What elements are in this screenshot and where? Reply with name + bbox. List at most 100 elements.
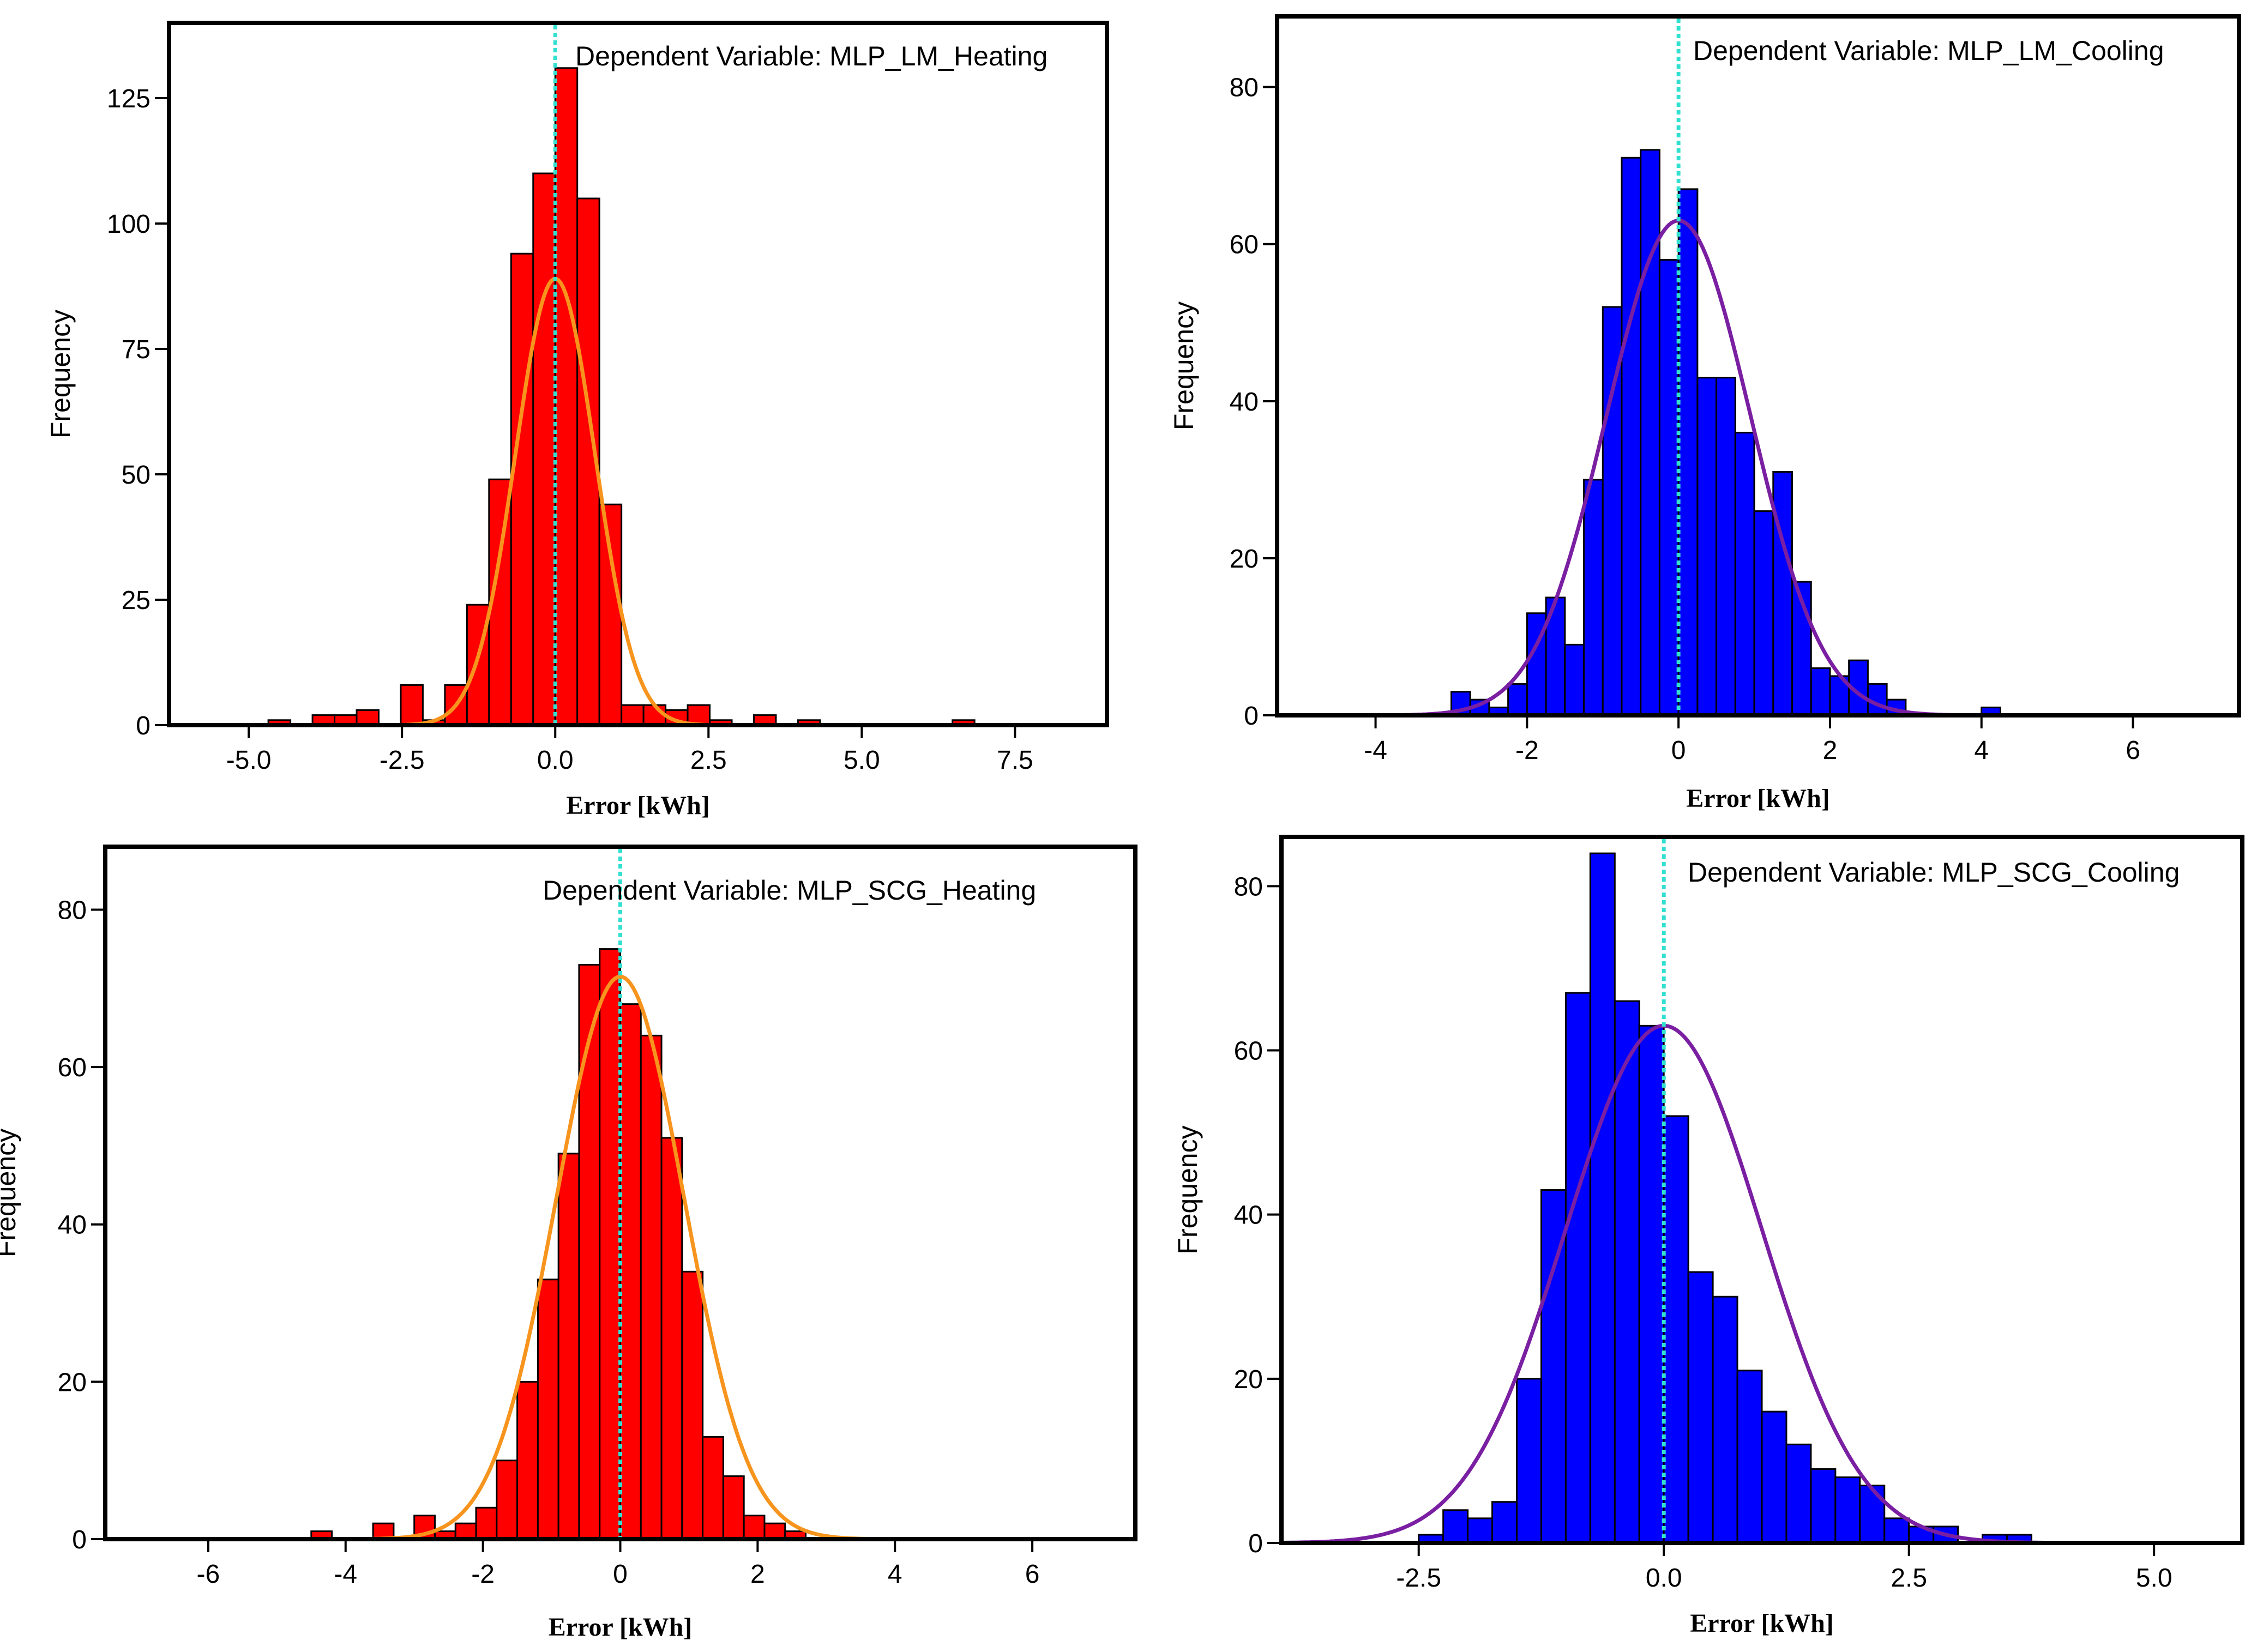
x-axis-label: Error [kWh]	[566, 791, 710, 820]
histogram-bar	[681, 1270, 704, 1540]
y-axis: 0 20 40 60 80	[1234, 872, 1281, 1558]
histogram-bar	[599, 948, 621, 1540]
y-axis-label: Frequency	[45, 310, 76, 438]
histogram-bar	[619, 1003, 642, 1540]
x-tick-label: -2	[471, 1560, 495, 1589]
histogram-bar	[1772, 471, 1793, 716]
histogram-bar	[1736, 1370, 1763, 1544]
y-tick-label: 80	[58, 896, 87, 925]
x-tick-label: 5.0	[844, 746, 880, 775]
x-tick-label: -2	[1515, 736, 1539, 765]
histogram-bar	[1677, 188, 1699, 716]
normal-curve	[169, 276, 1107, 727]
y-tick-label: 60	[58, 1053, 87, 1082]
x-axis: -5.0 -2.5 0.0 2.5 5.0 7.5	[226, 725, 1033, 775]
histogram-bar	[1734, 431, 1755, 716]
chart-panel-2: 0 20 40 60 80 -4 -2 0 2 4 6 Frequency Error [kWh] Dep…	[1169, 14, 2241, 813]
x-tick-label: 2.5	[690, 746, 727, 775]
x-tick-label: 0	[1671, 736, 1686, 765]
y-tick-label: 20	[1230, 545, 1259, 574]
histogram-bar	[1663, 1115, 1689, 1544]
x-tick-label: 0	[613, 1560, 628, 1589]
x-tick-label: -4	[334, 1560, 357, 1589]
dependent-variable-annotation: Dependent Variable: MLP_SCG_Heating	[543, 875, 1036, 906]
chart-panel-4: 0 20 40 60 80 -2.5 0.0 2.5 5.0 Frequency Error [kW…	[1172, 835, 2244, 1638]
x-axis: -4 -2 0 2 4 6	[1364, 715, 2140, 765]
histogram-bar	[598, 503, 623, 726]
x-tick-label: 4	[888, 1560, 902, 1589]
x-axis-label: Error [kWh]	[1690, 1609, 1834, 1638]
y-tick-label: 100	[107, 210, 151, 239]
y-tick-label: 40	[1230, 388, 1259, 417]
y-tick-label: 80	[1234, 872, 1263, 901]
histogram-bar	[687, 704, 711, 726]
y-axis-label: Frequency	[1169, 302, 1199, 430]
histogram-bar	[557, 1153, 580, 1540]
y-axis: 0 20 40 60 80	[1230, 74, 1277, 731]
histogram-bar	[1658, 259, 1680, 716]
histogram-bar	[516, 1380, 539, 1540]
y-tick-label: 60	[1234, 1037, 1263, 1066]
histogram-bar	[1564, 643, 1585, 716]
histogram-bar	[1761, 1410, 1787, 1544]
histogram-bar	[722, 1475, 745, 1540]
plot-frame	[1279, 835, 2244, 1545]
x-tick-label: 2.5	[1891, 1564, 1927, 1593]
x-tick-label: -2.5	[380, 746, 425, 775]
y-tick-label: 25	[122, 586, 151, 615]
histogram-bar	[1507, 683, 1528, 716]
histogram-bar	[1810, 667, 1831, 716]
histogram-bar	[1589, 852, 1616, 1544]
y-tick-label: 20	[1234, 1365, 1263, 1394]
histogram-bar	[578, 963, 601, 1540]
x-tick-label: 2	[1823, 736, 1838, 765]
plot-frame	[1275, 14, 2241, 718]
histogram-bar	[1640, 149, 1660, 716]
histogram-bar	[1638, 1024, 1665, 1544]
histogram-bar	[400, 684, 424, 726]
x-tick-label: 5.0	[2136, 1564, 2172, 1593]
histogram-bar	[743, 1515, 766, 1540]
y-tick-label: 0	[1248, 1529, 1263, 1558]
x-tick-label: 0.0	[537, 746, 574, 775]
histogram-bar	[1785, 1443, 1812, 1544]
histogram-bar	[537, 1279, 559, 1540]
histogram-bar	[510, 252, 534, 726]
x-axis-label: Error [kWh]	[1686, 784, 1830, 813]
y-tick-label: 60	[1230, 231, 1259, 260]
x-tick-label: 4	[1974, 736, 1989, 765]
x-tick-label: -4	[1364, 736, 1387, 765]
histogram-bar	[1687, 1271, 1714, 1544]
histogram-bar	[763, 1522, 786, 1540]
histogram-bar	[1442, 1509, 1469, 1544]
histogram-bar	[660, 1137, 683, 1540]
histogram-bar	[532, 172, 556, 726]
histogram-bar	[356, 709, 380, 726]
x-tick-label: -6	[197, 1560, 220, 1589]
histogram-bar	[475, 1506, 498, 1540]
x-axis: -2.5 0.0 2.5 5.0	[1396, 1543, 2172, 1593]
y-axis-label: Frequency	[1172, 1125, 1203, 1254]
histogram-bar	[640, 1034, 663, 1540]
dependent-variable-annotation: Dependent Variable: MLP_LM_Heating	[575, 41, 1048, 71]
x-axis: -6 -4 -2 0 2 4 6	[197, 1539, 1039, 1589]
chart-panel-1: 0 25 50 75 100 125 -5.0 -2.5 0.0 2.5 5.0 7.5 Frequen…	[45, 21, 1109, 820]
histogram-bars	[1450, 149, 2001, 716]
histogram-bar	[1753, 510, 1774, 716]
histogram-bar	[554, 67, 579, 726]
histogram-bar	[1712, 1295, 1738, 1544]
y-tick-label: 0	[136, 712, 151, 740]
histogram-bar	[1696, 377, 1718, 716]
y-axis: 0 25 50 75 100 125	[107, 85, 169, 740]
histogram-bar	[1810, 1468, 1837, 1544]
y-tick-label: 0	[1244, 702, 1259, 731]
histogram-bar	[1716, 377, 1736, 716]
y-tick-label: 40	[1234, 1201, 1263, 1230]
y-axis-label: Frequency	[0, 1129, 21, 1257]
histogram-bar	[1564, 992, 1591, 1544]
y-tick-label: 125	[107, 85, 151, 113]
dependent-variable-annotation: Dependent Variable: MLP_LM_Cooling	[1693, 35, 2164, 66]
x-tick-label: 6	[2126, 736, 2140, 765]
histogram-bars	[1418, 852, 2032, 1544]
